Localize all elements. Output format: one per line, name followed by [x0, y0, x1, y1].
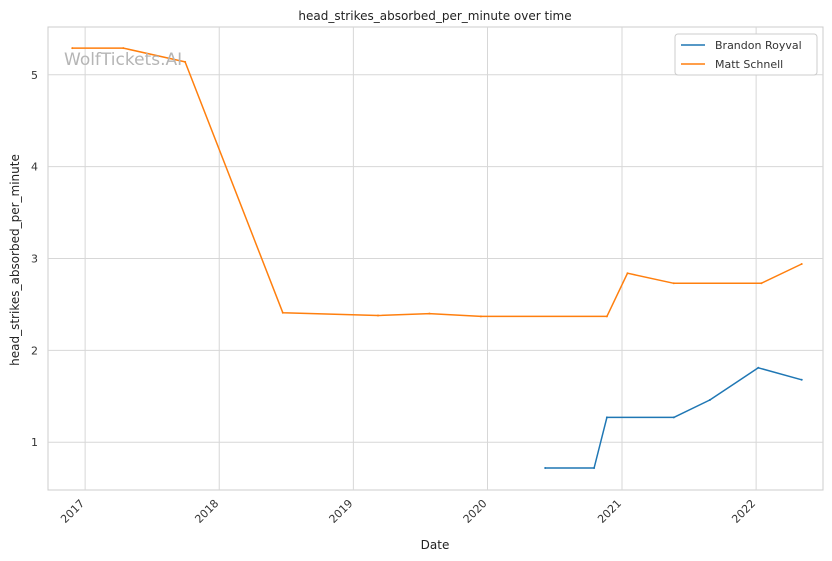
data-point-matt-schnell	[122, 47, 125, 50]
y-tick-label: 1	[31, 436, 38, 449]
x-tick-label: 2019	[326, 497, 355, 526]
legend-box	[674, 33, 818, 76]
data-point-matt-schnell	[626, 272, 629, 275]
y-tick-labels: 1 2 3 4 5	[31, 69, 38, 449]
legend: Brandon Royval Matt Schnell	[674, 33, 818, 76]
y-axis-label: head_strikes_absorbed_per_minute	[8, 154, 22, 366]
data-point-matt-schnell	[428, 312, 431, 315]
watermark: WolfTickets.AI	[64, 50, 182, 70]
data-point-brandon-royval	[605, 416, 608, 419]
series-line-matt-schnell	[72, 47, 803, 318]
data-point-brandon-royval	[800, 378, 803, 381]
data-point-matt-schnell	[800, 263, 803, 265]
x-tick-label: 2022	[729, 497, 758, 526]
y-tick-label: 2	[31, 344, 38, 357]
x-tick-labels: 2017 2018 2019 2020 2021 2022	[58, 497, 758, 526]
legend-label-matt-schnell: Matt Schnell	[715, 58, 783, 71]
data-point-matt-schnell	[377, 314, 379, 317]
data-point-matt-schnell	[71, 47, 74, 50]
x-tick-label: 2020	[461, 497, 490, 526]
y-tick-label: 5	[31, 69, 38, 82]
data-point-matt-schnell	[281, 311, 284, 314]
data-point-matt-schnell	[672, 282, 675, 285]
data-point-matt-schnell	[605, 315, 608, 318]
x-tick-label: 2021	[595, 497, 624, 526]
data-point-matt-schnell	[184, 60, 187, 63]
x-tick-label: 2017	[58, 497, 87, 526]
data-point-matt-schnell	[760, 282, 763, 285]
legend-label-brandon-royval: Brandon Royval	[715, 39, 802, 52]
series-lines	[71, 47, 803, 469]
chart-title: head_strikes_absorbed_per_minute over ti…	[298, 9, 571, 23]
data-point-matt-schnell	[479, 315, 482, 318]
data-point-brandon-royval	[672, 416, 675, 419]
data-point-brandon-royval	[544, 467, 547, 469]
grid-lines	[48, 27, 823, 490]
data-point-brandon-royval	[593, 467, 596, 469]
y-tick-label: 3	[31, 253, 38, 266]
x-axis-label: Date	[421, 538, 450, 552]
x-tick-label: 2018	[192, 497, 221, 526]
data-point-brandon-royval	[757, 366, 760, 369]
data-point-brandon-royval	[708, 399, 711, 401]
y-tick-label: 4	[31, 161, 38, 174]
